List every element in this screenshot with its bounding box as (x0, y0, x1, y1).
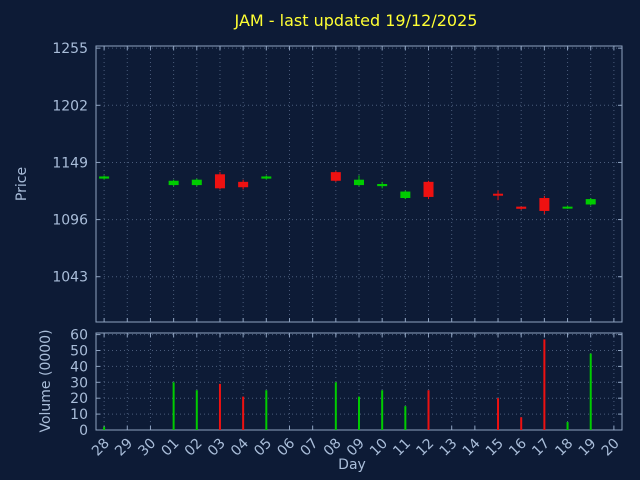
price-plot-grid: 1043 1096 1149 1202 1255 (52, 41, 623, 323)
y-tick-label: 1202 (52, 98, 88, 114)
x-tick-label: 03 (205, 436, 229, 460)
candle-body (377, 184, 388, 187)
x-tick-label: 30 (135, 436, 159, 460)
x-tick-label: 06 (274, 435, 298, 459)
candle-body (493, 193, 504, 196)
y-tick-label: 50 (70, 343, 88, 359)
y-tick-label: 20 (70, 391, 88, 407)
candle-body (261, 176, 272, 179)
candle-body (400, 191, 411, 199)
x-tick-label: 04 (228, 435, 252, 459)
x-tick-label: 13 (437, 436, 461, 460)
x-tick-label: 15 (483, 436, 507, 460)
volume-axis-label: Volume (0000) (38, 329, 54, 432)
x-axis-label: Day (338, 457, 366, 473)
x-tick-label: 12 (413, 436, 437, 460)
candle-body (191, 179, 202, 186)
x-tick-label: 07 (298, 436, 322, 460)
candle-body (168, 180, 179, 186)
x-tick-label: 14 (460, 435, 484, 459)
x-tick-label: 16 (506, 435, 530, 459)
y-tick-label: 10 (70, 407, 88, 423)
price-axis-label: Price (14, 167, 30, 201)
y-tick-label: 1096 (52, 213, 88, 229)
y-tick-label: 1043 (52, 270, 88, 286)
x-tick-label: 18 (552, 436, 576, 460)
x-tick-label: 19 (576, 436, 600, 460)
y-tick-label: 1255 (52, 41, 88, 57)
chart-title: JAM - last updated 19/12/2025 (234, 11, 478, 30)
x-tick-label: 29 (112, 436, 136, 460)
candlestick-series (99, 171, 596, 215)
volume-series (103, 339, 592, 430)
x-tick-label: 28 (89, 436, 113, 460)
y-tick-label: 60 (70, 328, 88, 344)
candle-body (238, 181, 249, 188)
y-tick-label: 40 (70, 359, 88, 375)
x-tick-labels: 28 29 30 01 02 03 04 05 06 07 08 09 10 11 12 13 14 15 16 17… (89, 435, 623, 459)
candle-body (354, 179, 364, 186)
x-tick-label: 17 (529, 436, 553, 460)
x-tick-label: 02 (182, 436, 206, 460)
y-tick-label: 1149 (52, 155, 88, 171)
x-tick-label: 09 (344, 436, 368, 460)
candle-body (99, 176, 110, 179)
x-tick-label: 10 (367, 436, 391, 460)
candle-body (585, 199, 596, 205)
x-tick-label: 01 (159, 436, 183, 460)
candle-body (562, 206, 573, 209)
x-tick-label: 20 (599, 436, 623, 460)
y-tick-label: 30 (70, 375, 88, 391)
candle-body (330, 172, 341, 181)
candle-body (539, 198, 550, 211)
candle-body (423, 181, 434, 197)
plot-border (95, 45, 623, 323)
candle-body (214, 174, 225, 189)
candle-body (516, 206, 527, 209)
x-tick-label: 08 (321, 436, 345, 460)
x-tick-label: 11 (390, 436, 414, 460)
x-tick-label: 05 (251, 436, 275, 460)
y-tick-label: 0 (79, 423, 88, 439)
